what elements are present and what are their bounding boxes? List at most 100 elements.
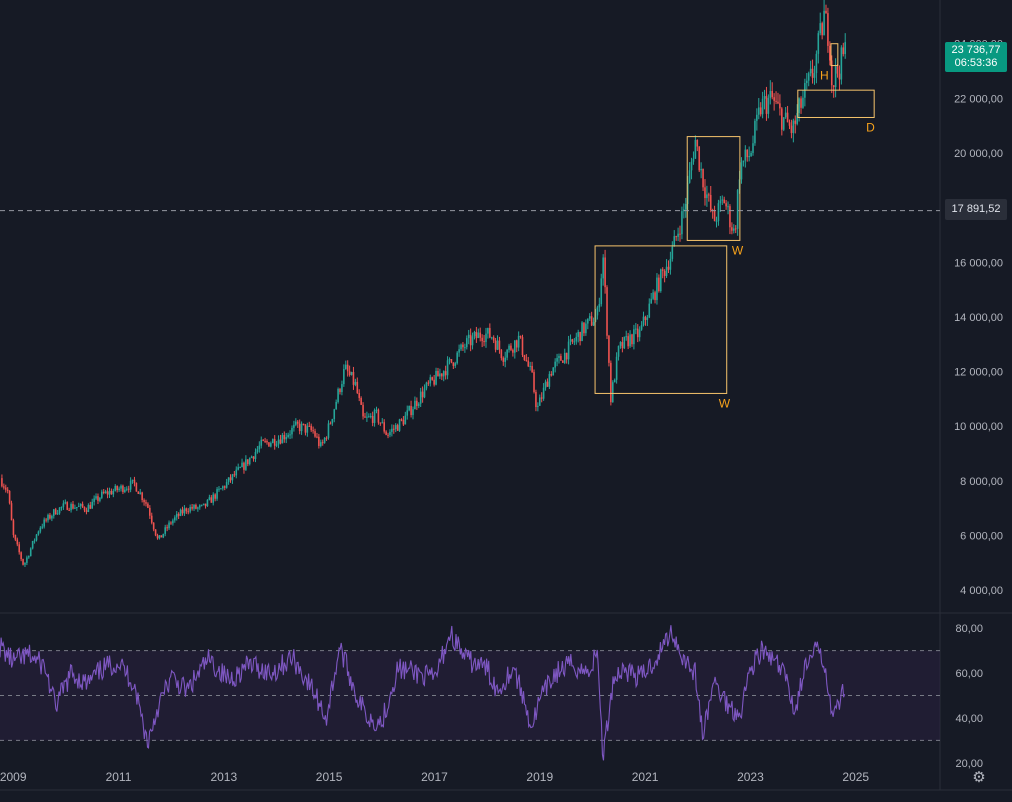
candle-body	[702, 168, 704, 188]
candle-body	[588, 316, 591, 319]
candle-body	[385, 431, 387, 435]
candle-body	[788, 122, 791, 126]
candle-body	[684, 204, 687, 210]
candle-body	[681, 211, 683, 235]
candle-body	[481, 337, 483, 342]
candle-body	[611, 382, 614, 403]
candle-body	[375, 409, 378, 411]
candle-body	[531, 365, 533, 373]
candle-body	[93, 498, 95, 502]
candle-body	[331, 419, 334, 424]
year-tick-label: 2015	[316, 770, 343, 784]
candle-body	[285, 437, 288, 440]
candle-body	[270, 443, 272, 447]
candle-body	[31, 541, 34, 549]
candle-body	[208, 497, 211, 500]
candle-body	[606, 287, 608, 336]
candle-body	[667, 266, 670, 270]
candle-body	[308, 425, 311, 427]
candle-body	[131, 479, 134, 481]
candle-body	[519, 335, 522, 338]
candle-body	[819, 23, 822, 34]
candle-body	[402, 419, 405, 425]
candle-body	[120, 485, 122, 489]
candle-body	[523, 355, 526, 360]
candle-body	[4, 487, 7, 490]
candle-body	[734, 228, 737, 230]
candle-body	[172, 520, 174, 524]
candle-body	[421, 391, 424, 398]
candle-body	[344, 364, 347, 370]
candle-body	[133, 479, 136, 483]
candle-body	[293, 424, 295, 428]
candle-body	[231, 474, 234, 481]
candle-body	[464, 347, 466, 349]
candle-body	[152, 522, 155, 530]
candle-body	[437, 370, 439, 377]
candle-body	[389, 431, 391, 436]
candle-body	[544, 381, 547, 388]
candle-body	[635, 328, 637, 330]
candle-body	[462, 344, 464, 348]
candle-body	[508, 345, 510, 350]
candle-body	[312, 430, 314, 432]
rsi-tick-label: 80,00	[955, 623, 983, 635]
candle-body	[627, 336, 629, 347]
candle-body	[99, 497, 101, 501]
candle-body	[85, 510, 88, 512]
candle-body	[223, 486, 226, 488]
candle-body	[715, 221, 718, 223]
candle-body	[170, 522, 172, 524]
candle-body	[185, 508, 188, 512]
candle-body	[548, 374, 551, 387]
candle-body	[756, 114, 758, 121]
candle-body	[87, 505, 90, 512]
candle-body	[537, 405, 539, 408]
candle-body	[391, 428, 393, 432]
price-tick-label: 8 000,00	[960, 476, 1003, 488]
candle-body	[469, 334, 472, 346]
candle-body	[225, 482, 228, 488]
gear-icon[interactable]: ⚙	[972, 769, 986, 786]
candle-body	[423, 388, 426, 398]
candle-body	[256, 449, 259, 452]
candle-body	[28, 556, 30, 558]
year-tick-label: 2017	[421, 770, 448, 784]
candle-body	[815, 53, 818, 74]
price-tick-label: 6 000,00	[960, 531, 1003, 543]
candle-body	[266, 441, 268, 443]
rsi-pane	[0, 625, 940, 761]
candle-body	[6, 489, 9, 492]
candle-body	[448, 359, 451, 361]
candle-body	[325, 437, 328, 439]
rsi-tick-label: 60,00	[955, 668, 983, 680]
candle-body	[790, 125, 793, 134]
candle-body	[327, 423, 330, 438]
price-axis: 4 000,00 6 000,00 8 000,00 10 000,00 12 000,…	[954, 39, 1003, 597]
candle-body	[156, 535, 159, 539]
candle-body	[248, 457, 251, 465]
candle-body	[786, 112, 789, 123]
candle-body	[314, 431, 316, 437]
candle-body	[89, 505, 92, 509]
candle-body	[187, 511, 190, 513]
candle-body	[442, 371, 445, 377]
candle-body	[802, 97, 804, 108]
candle-body	[671, 246, 674, 259]
candle-body	[114, 485, 117, 491]
candle-body	[834, 66, 837, 88]
candle-body	[441, 373, 443, 377]
candle-body	[300, 423, 303, 432]
candle-body	[125, 488, 128, 490]
year-tick-label: 2025	[842, 770, 869, 784]
candle-body	[515, 340, 518, 348]
zone-box	[797, 89, 875, 118]
candle-body	[160, 535, 163, 538]
candle-body	[8, 491, 11, 504]
candle-body	[581, 322, 583, 342]
candle-body	[319, 442, 322, 447]
candle-body	[805, 80, 808, 84]
candle-body	[20, 552, 22, 560]
candle-body	[147, 503, 149, 508]
